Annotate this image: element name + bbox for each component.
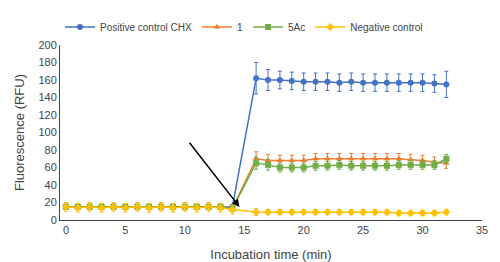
svg-text:30: 30 — [416, 224, 428, 236]
svg-text:Positive control CHX: Positive control CHX — [100, 22, 192, 33]
svg-text:180: 180 — [38, 56, 56, 68]
svg-text:5Ac: 5Ac — [288, 22, 305, 33]
svg-text:140: 140 — [38, 91, 56, 103]
svg-text:0: 0 — [51, 214, 57, 226]
svg-text:40: 40 — [45, 179, 57, 191]
svg-text:35: 35 — [476, 224, 488, 236]
svg-text:5: 5 — [122, 224, 128, 236]
svg-text:Incubation time (min): Incubation time (min) — [210, 247, 331, 262]
svg-text:10: 10 — [179, 224, 191, 236]
svg-text:20: 20 — [298, 224, 310, 236]
svg-text:25: 25 — [357, 224, 369, 236]
svg-text:Fluorescence (RFU): Fluorescence (RFU) — [12, 74, 27, 191]
svg-text:160: 160 — [38, 74, 56, 86]
svg-text:1: 1 — [237, 22, 243, 33]
svg-text:0: 0 — [63, 224, 69, 236]
svg-text:120: 120 — [38, 109, 56, 121]
svg-text:200: 200 — [38, 39, 56, 51]
svg-text:100: 100 — [38, 126, 56, 138]
svg-text:60: 60 — [45, 161, 57, 173]
svg-text:15: 15 — [238, 224, 250, 236]
svg-text:80: 80 — [45, 144, 57, 156]
svg-text:20: 20 — [45, 196, 57, 208]
svg-text:Negative control: Negative control — [350, 22, 422, 33]
